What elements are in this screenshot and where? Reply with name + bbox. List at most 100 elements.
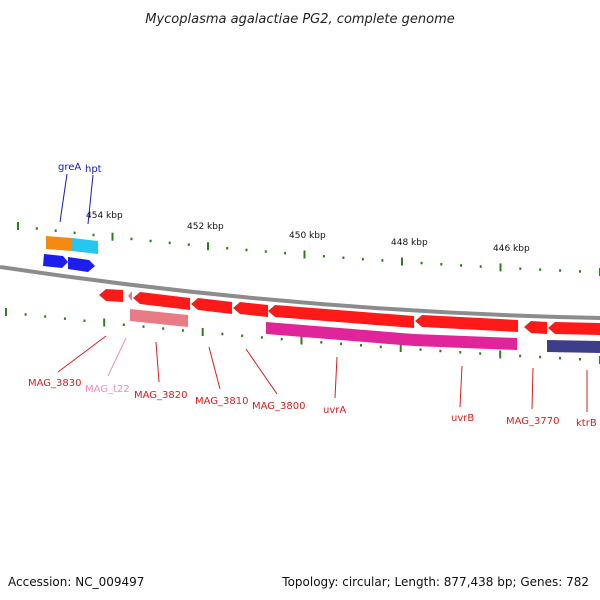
leader-MAG_3810 <box>208 346 221 390</box>
inner-tick-minor <box>539 355 542 359</box>
accession-text: Accession: NC_009497 <box>8 575 144 589</box>
feature-uvrA-misc[interactable] <box>266 322 414 346</box>
leader-MAG_3820 <box>155 341 160 383</box>
inner-tick-minor <box>181 329 184 332</box>
label-MAG_3830: MAG_3830 <box>28 378 82 389</box>
outer-tick-minor <box>479 265 482 268</box>
leader-MAG_3800 <box>245 348 278 395</box>
label-MAG_3820: MAG_3820 <box>134 390 188 401</box>
inner-tick-major <box>201 328 204 336</box>
outer-tick-minor <box>168 241 171 245</box>
outer-tick-minor <box>559 269 562 272</box>
outer-tick-minor <box>342 256 345 259</box>
gene-hpt[interactable] <box>68 257 95 272</box>
outer-tick-major <box>499 263 502 272</box>
inner-tick-major <box>499 350 502 359</box>
inner-tick-major <box>300 336 303 345</box>
outer-tick-major <box>207 242 209 251</box>
outer-tick-minor <box>73 231 76 235</box>
gene-MAG_3770[interactable] <box>524 321 547 334</box>
inner-tick-minor <box>439 349 442 353</box>
label-greA: greA <box>58 162 81 173</box>
inner-tick-minor <box>559 356 561 360</box>
outer-tick-major <box>303 250 306 259</box>
feature-MAG_t22-rna[interactable] <box>130 309 188 327</box>
feature-ktrB-blue[interactable] <box>547 340 600 353</box>
feature-greA-orange[interactable] <box>46 236 72 251</box>
label-ktrB: ktrB <box>576 418 597 429</box>
inner-tick-major <box>5 308 7 316</box>
gene-uvrA[interactable] <box>268 305 414 328</box>
gene-MAG_3800[interactable] <box>233 302 268 317</box>
genome-backbone <box>0 265 600 320</box>
outer-tick-minor <box>539 268 542 271</box>
leader-MAG_t22 <box>107 337 127 377</box>
outer-tick-minor <box>361 257 364 261</box>
leader-MAG_3770 <box>531 367 534 410</box>
inner-tick-minor <box>24 313 27 316</box>
outer-tick-minor <box>245 248 248 252</box>
inner-tick-minor <box>519 354 522 358</box>
outer-tick-minor <box>226 247 229 250</box>
label-MAG_3810: MAG_3810 <box>195 396 249 407</box>
inner-tick-major <box>399 344 402 352</box>
outer-tick-major <box>17 222 19 230</box>
inner-tick-major <box>103 318 106 327</box>
inner-tick-minor <box>280 337 283 341</box>
outer-tick-minor <box>519 267 522 270</box>
gene-MAG_3830[interactable] <box>99 289 123 302</box>
ruler-label-452: 452 kbp <box>187 222 224 232</box>
ruler-label-446: 446 kbp <box>493 244 530 254</box>
ruler-label-450: 450 kbp <box>289 231 326 241</box>
outer-tick-minor <box>381 259 384 262</box>
outer-tick-minor <box>187 243 190 246</box>
outer-tick-minor <box>130 237 133 241</box>
label-MAG_3770: MAG_3770 <box>506 416 560 427</box>
inner-tick-minor <box>221 332 224 336</box>
gene-MAG_t22[interactable] <box>128 291 132 301</box>
gene-greA[interactable] <box>43 254 68 268</box>
label-uvrA: uvrA <box>323 405 346 416</box>
gene-MAG_3820[interactable] <box>133 292 190 310</box>
leader-uvrA <box>334 356 338 399</box>
outer-tick-minor <box>440 263 443 266</box>
inner-tick-minor <box>241 334 244 337</box>
outer-tick-minor <box>460 264 462 267</box>
ruler-label-454: 454 kbp <box>86 211 123 221</box>
inner-tick-minor <box>340 342 343 346</box>
outer-tick-minor <box>284 251 287 255</box>
feature-uvrB-misc[interactable] <box>414 334 517 350</box>
inner-tick-minor <box>379 345 382 349</box>
inner-tick-minor <box>320 341 323 344</box>
outer-tick-minor <box>92 233 95 237</box>
outer-tick-major <box>401 257 403 266</box>
map-title: Mycoplasma agalactiae PG2, complete geno… <box>145 12 455 27</box>
genome-summary-text: Topology: circular; Length: 877,438 bp; … <box>281 575 589 589</box>
outer-tick-minor <box>420 261 423 265</box>
gene-MAG_3810[interactable] <box>191 298 232 314</box>
inner-tick-minor <box>459 351 462 354</box>
inner-tick-minor <box>142 325 145 328</box>
inner-tick-minor <box>260 336 263 339</box>
inner-tick-minor <box>579 358 581 361</box>
outer-tick-minor <box>322 255 325 258</box>
label-MAG_t22: MAG_t22 <box>85 384 130 395</box>
outer-tick-minor <box>149 239 152 243</box>
inner-tick-minor <box>162 327 165 330</box>
inner-tick-ruler <box>5 308 600 364</box>
leader-hpt <box>87 174 94 225</box>
inner-tick-minor <box>419 348 422 351</box>
inner-tick-minor <box>63 317 66 320</box>
feature-hpt-cyan[interactable] <box>72 238 98 254</box>
label-MAG_3800: MAG_3800 <box>252 401 306 412</box>
outer-tick-minor <box>264 250 267 253</box>
gene-uvrB[interactable] <box>415 315 518 332</box>
label-hpt: hpt <box>85 164 102 175</box>
outer-tick-minor <box>579 270 581 273</box>
gene-ktrB[interactable] <box>548 322 600 335</box>
leader-greA <box>59 173 68 223</box>
outer-tick-major <box>111 232 114 241</box>
outer-tick-minor <box>35 227 38 230</box>
leader-uvrB <box>459 365 463 408</box>
